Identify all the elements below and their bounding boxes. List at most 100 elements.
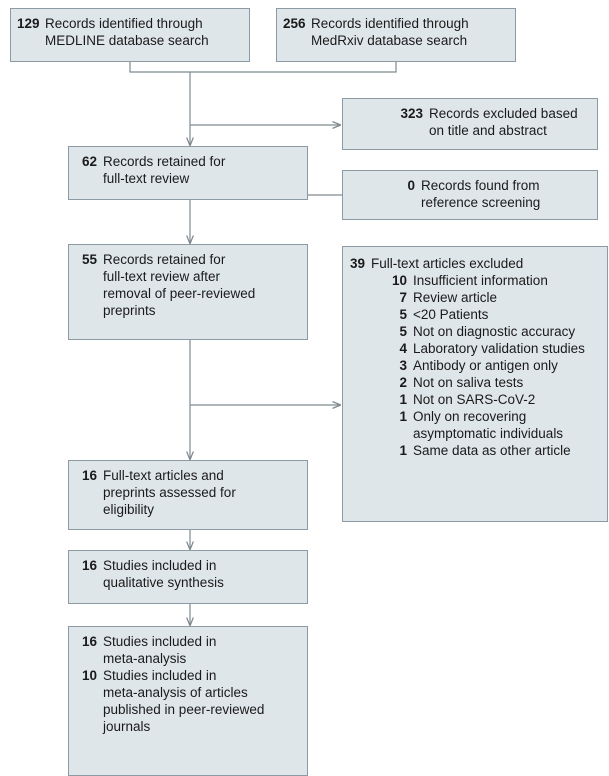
text: Laboratory validation studies — [413, 340, 585, 357]
item: 129 Records identified through MEDLINE dat… — [17, 15, 243, 49]
label: Full-text articles excluded — [371, 256, 524, 271]
item: 16 Full-text articles and preprints assess… — [75, 467, 301, 518]
item: 2 Not on saliva tests — [349, 374, 601, 391]
text-line: Studies included in — [103, 558, 217, 573]
text-line: Review article — [413, 290, 498, 305]
count: 129 — [17, 16, 40, 31]
text-line: Records identified through — [45, 16, 203, 31]
count: 39 — [349, 256, 365, 271]
text: Records excluded based on title and abstr… — [429, 105, 578, 139]
count: 10 — [81, 668, 97, 683]
text-line: Studies included in — [103, 668, 217, 683]
text-line: Laboratory validation studies — [413, 341, 585, 356]
text-line: meta-analysis of articles — [103, 685, 248, 700]
text-line: eligibility — [103, 502, 155, 517]
text: Same data as other article — [413, 442, 571, 459]
text-line: published in peer-reviewed — [103, 702, 265, 717]
count: 10 — [391, 273, 407, 288]
count: 62 — [81, 154, 97, 169]
text: Antibody or antigen only — [413, 357, 558, 374]
count: 323 — [400, 106, 423, 121]
text-line: meta-analysis — [103, 651, 187, 666]
item: 1 Only on recovering asymptomatic individu… — [349, 408, 601, 442]
merge-line — [129, 62, 397, 73]
text-line: Not on diagnostic accuracy — [413, 324, 576, 339]
text-line: MEDLINE database search — [45, 33, 209, 48]
item: 55 Records retained for full-text review a… — [75, 251, 301, 319]
text-line: Full-text articles and — [103, 468, 224, 483]
item: 7 Review article — [349, 289, 601, 306]
text-line: reference screening — [421, 195, 541, 210]
text: Not on diagnostic accuracy — [413, 323, 575, 340]
item: 1 Same data as other article — [349, 442, 601, 459]
count: 7 — [399, 290, 407, 305]
text: Studies included in qualitative synthesis — [103, 557, 224, 591]
text: Review article — [413, 289, 497, 306]
text-line: on title and abstract — [429, 123, 547, 138]
item: 1 Not on SARS-CoV-2 — [349, 391, 601, 408]
text: Insufficient information — [413, 272, 548, 289]
text: Studies included in meta-analysis of arti… — [103, 667, 264, 735]
text: Records found from reference screening — [421, 177, 540, 211]
item: 0 Records found from reference screening — [393, 177, 591, 211]
text-line: Records excluded based — [429, 106, 578, 121]
text-line: preprints assessed for — [103, 485, 236, 500]
text-line: Insufficient information — [413, 273, 548, 288]
item: 62 Records retained for full-text review — [75, 153, 301, 187]
text: Not on SARS-CoV-2 — [413, 391, 535, 408]
item: 10 Studies included in meta-analysis of ar… — [75, 667, 301, 735]
box: 16 Studies included in meta-analysis 10 Stud… — [68, 626, 308, 776]
text-line: Only on recovering — [413, 409, 527, 424]
item: 16 Studies included in meta-analysis — [75, 633, 301, 667]
text-line: MedRxiv database search — [311, 33, 468, 48]
exclusion-box: 39 Full-text articles excluded 10 Insuffici… — [342, 246, 608, 522]
text: Records retained for full-text review aft… — [103, 251, 255, 319]
box: 323 Records excluded based on title and ab… — [342, 98, 598, 150]
count: 5 — [399, 307, 407, 322]
text-line: full-text review after — [103, 269, 221, 284]
count: 3 — [399, 358, 407, 373]
text-line: preprints — [103, 303, 156, 318]
count: 16 — [81, 558, 97, 573]
count: 1 — [399, 409, 407, 424]
count: 16 — [81, 634, 97, 649]
box: 16 Full-text articles and preprints assess… — [68, 460, 308, 530]
count: 1 — [399, 443, 407, 458]
text-line: qualitative synthesis — [103, 575, 224, 590]
text-line: Not on SARS-CoV-2 — [413, 392, 536, 407]
box: 55 Records retained for full-text review a… — [68, 244, 308, 340]
item: 3 Antibody or antigen only — [349, 357, 601, 374]
text-line: Same data as other article — [413, 443, 571, 458]
text-line: Records identified through — [311, 16, 469, 31]
box: 129 Records identified through MEDLINE dat… — [10, 8, 250, 62]
count: 16 — [81, 468, 97, 483]
text-line: Records retained for — [103, 154, 226, 169]
text-line: journals — [103, 719, 151, 734]
box: 256 Records identified through MedRxiv dat… — [276, 8, 516, 62]
text-line: Records retained for — [103, 252, 226, 267]
item: 16 Studies included in qualitative synthes… — [75, 557, 301, 591]
text-line: Antibody or antigen only — [413, 358, 558, 373]
text-line: Records found from — [421, 178, 540, 193]
box: 0 Records found from reference screening — [342, 170, 598, 220]
item: 5 Not on diagnostic accuracy — [349, 323, 601, 340]
count: 256 — [283, 16, 306, 31]
count: 2 — [399, 375, 407, 390]
item: 5 <20 Patients — [349, 306, 601, 323]
count: 0 — [407, 178, 415, 193]
item: 4 Laboratory validation studies — [349, 340, 601, 357]
text: Only on recovering asymptomatic individua… — [413, 408, 563, 442]
count: 55 — [81, 252, 97, 267]
text: Studies included in meta-analysis — [103, 633, 216, 667]
text: Full-text articles and preprints assessed… — [103, 467, 236, 518]
text: Records identified through MEDLINE databa… — [45, 15, 209, 49]
item: 323 Records excluded based on title and ab… — [393, 105, 591, 139]
text-line: asymptomatic individuals — [413, 426, 564, 441]
count: 5 — [399, 324, 407, 339]
box: 62 Records retained for full-text review — [68, 146, 308, 200]
text-line: <20 Patients — [413, 307, 489, 322]
text: <20 Patients — [413, 306, 488, 323]
text-line: full-text review — [103, 171, 190, 186]
text: Records retained for full-text review — [103, 153, 225, 187]
